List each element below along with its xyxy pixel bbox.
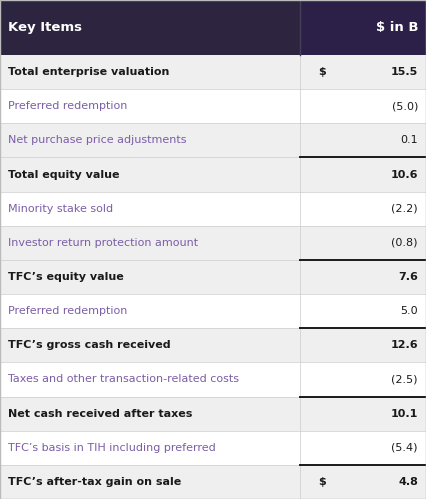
- Text: Investor return protection amount: Investor return protection amount: [8, 238, 198, 248]
- Text: Preferred redemption: Preferred redemption: [8, 101, 127, 111]
- Text: TFC’s equity value: TFC’s equity value: [8, 272, 124, 282]
- Bar: [0, 226, 426, 260]
- Text: TFC’s basis in TIH including preferred: TFC’s basis in TIH including preferred: [8, 443, 216, 453]
- Text: (5.0): (5.0): [391, 101, 418, 111]
- Bar: [0, 89, 426, 123]
- Bar: [0, 192, 426, 226]
- Text: (2.5): (2.5): [391, 374, 418, 384]
- Text: Preferred redemption: Preferred redemption: [8, 306, 127, 316]
- Bar: [0, 55, 426, 89]
- Text: Total equity value: Total equity value: [8, 170, 120, 180]
- Text: $ in B: $ in B: [375, 21, 418, 34]
- Text: 12.6: 12.6: [390, 340, 418, 350]
- Bar: [0, 260, 426, 294]
- Text: TFC’s after-tax gain on sale: TFC’s after-tax gain on sale: [8, 477, 181, 487]
- Bar: [0, 431, 426, 465]
- Bar: [0, 362, 426, 397]
- Text: (2.2): (2.2): [391, 204, 418, 214]
- Text: (5.4): (5.4): [391, 443, 418, 453]
- Text: 5.0: 5.0: [400, 306, 418, 316]
- Bar: [0, 123, 426, 158]
- Text: 4.8: 4.8: [398, 477, 418, 487]
- Bar: [0, 0, 300, 55]
- Text: 10.6: 10.6: [391, 170, 418, 180]
- Bar: [0, 158, 426, 192]
- Bar: [0, 465, 426, 499]
- Text: Net purchase price adjustments: Net purchase price adjustments: [8, 135, 187, 145]
- Text: Total enterprise valuation: Total enterprise valuation: [8, 67, 170, 77]
- Text: Net cash received after taxes: Net cash received after taxes: [8, 409, 193, 419]
- Text: (0.8): (0.8): [391, 238, 418, 248]
- Text: 0.1: 0.1: [400, 135, 418, 145]
- Text: Taxes and other transaction-related costs: Taxes and other transaction-related cost…: [8, 374, 239, 384]
- Bar: [0, 328, 426, 362]
- Text: Minority stake sold: Minority stake sold: [8, 204, 113, 214]
- Text: 15.5: 15.5: [391, 67, 418, 77]
- Text: TFC’s gross cash received: TFC’s gross cash received: [8, 340, 171, 350]
- Text: 10.1: 10.1: [391, 409, 418, 419]
- Bar: [0, 397, 426, 431]
- Text: Key Items: Key Items: [8, 21, 82, 34]
- Bar: [300, 0, 426, 55]
- Text: $: $: [318, 477, 326, 487]
- Text: 7.6: 7.6: [398, 272, 418, 282]
- Bar: [0, 294, 426, 328]
- Text: $: $: [318, 67, 326, 77]
